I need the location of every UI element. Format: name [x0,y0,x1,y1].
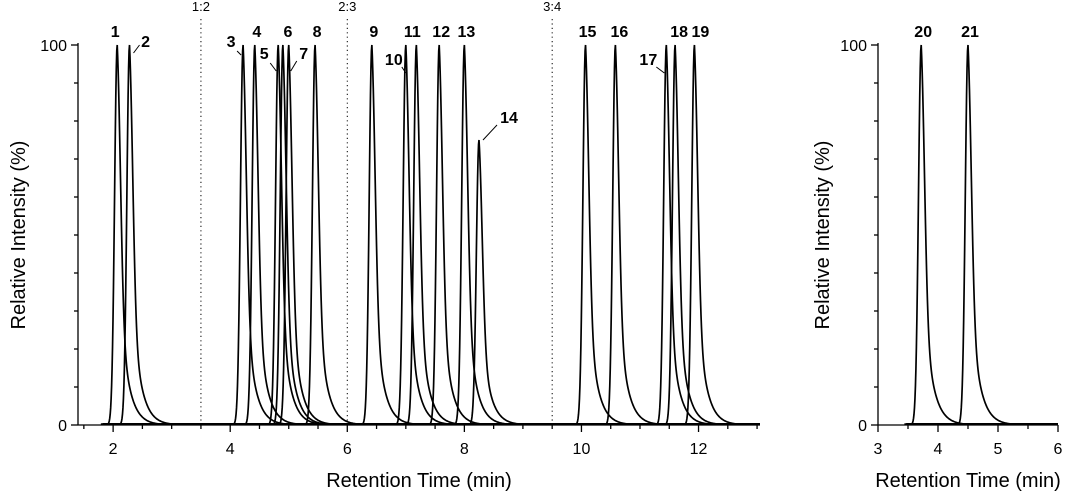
peak-label-19: 19 [692,24,710,41]
separator-label: 2:3 [338,0,356,14]
x-tick-label: 3 [874,441,883,458]
peak-leader-line [290,60,298,72]
peak-label-13: 13 [457,24,475,41]
peak-label-8: 8 [313,24,322,41]
peak-trace-1 [100,44,187,425]
peak-trace-13 [447,44,535,425]
peak-label-16: 16 [611,24,629,41]
peak-label-3: 3 [227,34,236,51]
y-tick-label: 100 [40,38,67,55]
peak-leader-line [236,50,242,56]
separator-label: 3:4 [543,0,561,14]
x-axis-label: Retention Time (min) [875,470,1061,492]
peak-label-7: 7 [299,46,308,63]
peak-label-15: 15 [579,24,597,41]
x-tick-label: 6 [343,441,352,458]
peak-leader-line [401,66,407,74]
peak-label-18: 18 [670,24,688,41]
peak-label-2: 2 [141,34,150,51]
peak-label-20: 20 [914,24,932,41]
x-tick-label: 4 [934,441,943,458]
peak-leader-line [269,62,277,72]
peak-trace-20 [904,44,993,425]
peak-leader-line [482,124,498,141]
peak-label-1: 1 [111,24,120,41]
x-tick-label: 6 [1054,441,1063,458]
y-axis-label: Relative Intensity (%) [8,141,30,330]
peak-leader-line [133,44,140,54]
x-tick-label: 2 [109,441,118,458]
y-tick-label: 100 [840,38,867,55]
peak-label-11: 11 [404,24,421,41]
x-tick-label: 8 [460,441,469,458]
peak-trace-18 [658,44,746,425]
peak-label-6: 6 [283,24,292,41]
peak-trace-3 [226,44,313,425]
x-tick-label: 5 [994,441,1003,458]
y-tick-label: 0 [858,418,867,435]
separator-label: 1:2 [192,0,210,14]
peak-trace-19 [678,44,760,425]
peak-leader-line [656,66,665,74]
y-tick-label: 0 [58,418,67,435]
peak-label-17: 17 [639,52,657,69]
peak-label-4: 4 [252,24,261,41]
x-tick-label: 12 [690,441,708,458]
peak-trace-21 [951,44,1040,425]
peak-label-12: 12 [432,24,450,41]
peak-trace-9 [355,44,442,425]
peak-label-9: 9 [369,24,378,41]
y-axis-label: Relative Intensity (%) [812,141,834,330]
peak-label-21: 21 [961,24,979,41]
peak-trace-8 [298,44,385,425]
peak-label-5: 5 [260,46,269,63]
peak-trace-5 [261,44,348,425]
x-axis-label: Retention Time (min) [326,470,512,492]
peak-label-14: 14 [500,110,518,127]
right-chromatogram-panel: 3 4 5 6 0 100 Retention Time (min) Relative Int… [812,24,1063,492]
x-tick-label: 10 [573,441,591,458]
peak-label-10: 10 [385,52,403,69]
x-tick-label: 4 [226,441,235,458]
